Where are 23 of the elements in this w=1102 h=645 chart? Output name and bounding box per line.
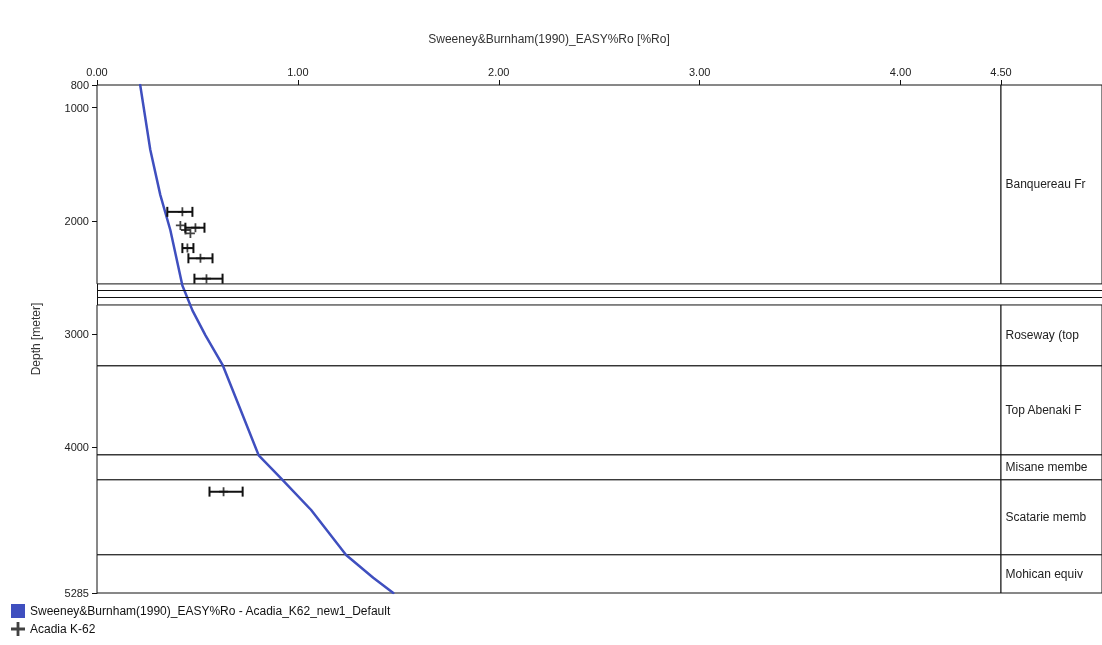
band-label: Mohican equiv bbox=[1005, 566, 1083, 581]
y-axis-title: Depth [meter] bbox=[29, 302, 43, 376]
band-label: Roseway (top bbox=[1005, 328, 1080, 343]
x-axis-title: Sweeney&Burnham(1990)_EASY%Ro [%Ro] bbox=[428, 32, 670, 46]
band-label: Scatarie memb bbox=[1005, 510, 1087, 525]
legend-label: Sweeney&Burnham(1990)_EASY%Ro - Acadia_K62_new1_Default bbox=[30, 604, 391, 618]
y-tick-label: 800 bbox=[70, 79, 89, 91]
x-tick-label: 1.00 bbox=[287, 65, 309, 78]
y-tick-label: 3000 bbox=[64, 328, 89, 341]
x-tick-label: 0.00 bbox=[86, 65, 108, 78]
x-tick-label: 2.00 bbox=[488, 65, 510, 78]
y-tick-label: 5285 bbox=[64, 587, 89, 599]
y-tick-label: 4000 bbox=[64, 441, 89, 454]
band-label: Banquereau Fr bbox=[1005, 177, 1086, 192]
y-tick-label: 1000 bbox=[64, 101, 89, 114]
x-tick-label: 4.50 bbox=[990, 65, 1012, 78]
x-tick-label: 4.00 bbox=[889, 65, 912, 78]
band-label: Misane membe bbox=[1005, 460, 1088, 475]
y-tick-label: 2000 bbox=[64, 214, 89, 227]
band-label: Top Abenaki F bbox=[1005, 403, 1082, 418]
line-series bbox=[138, 83, 395, 595]
x-tick-label: 3.00 bbox=[688, 65, 711, 78]
legend-label: Acadia K-62 bbox=[30, 622, 96, 636]
